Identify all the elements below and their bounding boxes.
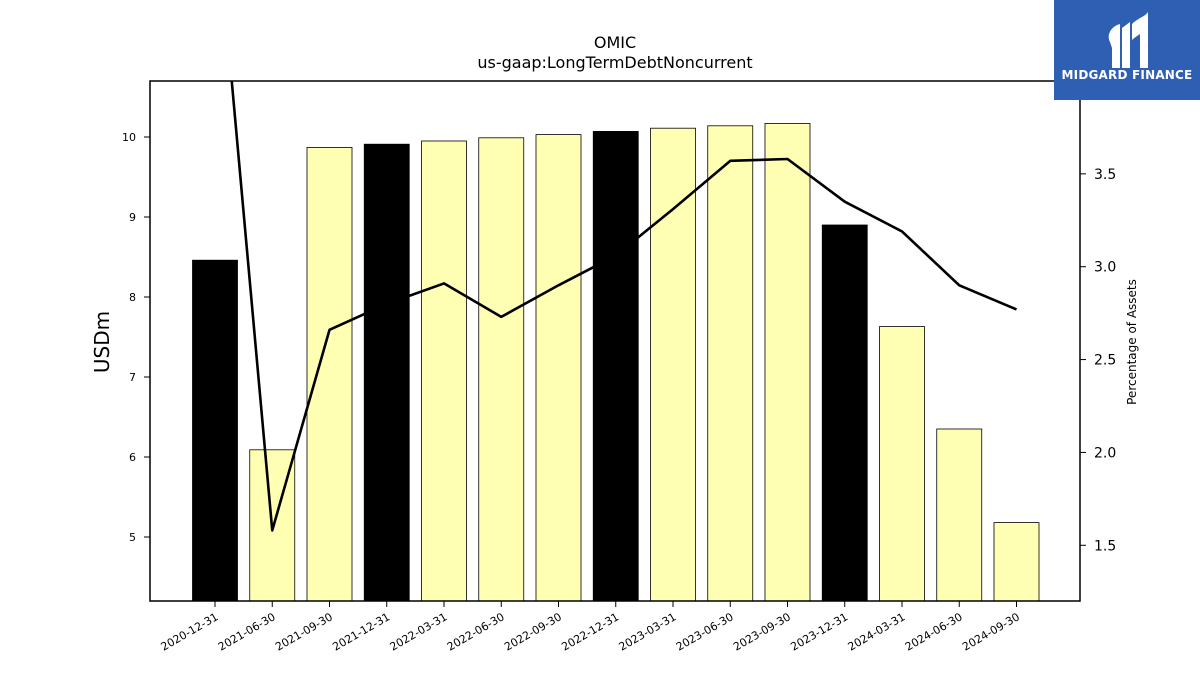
bar <box>306 146 353 602</box>
bar <box>192 259 238 602</box>
plot-frame <box>149 80 1081 602</box>
y2-tick-label: 2.0 <box>1094 445 1116 461</box>
y2-axis-label: Percentage of Assets <box>1125 279 1139 405</box>
x-tick-label: 2021-12-31 <box>330 610 392 653</box>
series-line <box>230 81 1018 532</box>
bar <box>993 522 1040 602</box>
brand-name: MIDGARD FINANCE <box>1061 68 1193 82</box>
bar <box>478 137 525 602</box>
y2-tick-label: 3.5 <box>1094 167 1116 183</box>
x-tick-label: 2021-06-30 <box>216 610 278 653</box>
x-tick-label: 2021-09-30 <box>273 610 335 653</box>
bar <box>535 134 582 602</box>
bar <box>936 428 983 602</box>
x-tick-label: 2024-03-31 <box>846 610 908 653</box>
bar <box>363 143 410 602</box>
x-tick-label: 2022-03-31 <box>388 610 450 653</box>
bar <box>879 326 925 602</box>
midgard-logo-icon <box>1108 12 1148 68</box>
y-tick-label: 7 <box>129 371 136 384</box>
y-tick-label: 10 <box>122 131 136 144</box>
bar <box>821 224 868 602</box>
y-tick-label: 8 <box>129 291 136 304</box>
x-tick-label: 2020-12-31 <box>159 610 221 653</box>
chart-subtitle: us-gaap:LongTermDebtNoncurrent <box>477 53 752 72</box>
bar <box>707 125 754 602</box>
x-tick-label: 2023-03-31 <box>617 610 679 653</box>
y2-tick-label: 1.5 <box>1094 538 1116 554</box>
y-tick-label: 5 <box>129 531 136 544</box>
y-axis-left: 5 6 7 8 9 10 <box>122 131 150 544</box>
y-axis-right: 1.5 2.0 2.5 3.0 3.5 <box>1080 167 1116 554</box>
bars-group <box>192 123 1040 602</box>
y2-tick-label: 2.5 <box>1094 353 1116 369</box>
y-axis-label: USDm <box>90 311 114 373</box>
x-tick-label: 2022-06-30 <box>445 610 507 653</box>
x-tick-label: 2023-12-31 <box>788 610 850 653</box>
bar <box>764 123 811 602</box>
x-tick-label: 2023-06-30 <box>674 610 736 653</box>
y-tick-label: 9 <box>129 211 136 224</box>
x-axis: 2020-12-312021-06-302021-09-302021-12-31… <box>159 601 1022 654</box>
x-tick-label: 2024-09-30 <box>960 610 1022 653</box>
y-tick-label: 6 <box>129 451 136 464</box>
x-tick-label: 2022-12-31 <box>559 610 621 653</box>
line-group <box>230 81 1018 532</box>
chart-title: OMIC <box>594 33 636 52</box>
y2-tick-label: 3.0 <box>1094 260 1116 276</box>
x-tick-label: 2022-09-30 <box>502 610 564 653</box>
bar <box>650 127 696 602</box>
bar <box>421 140 467 602</box>
brand-logo: MIDGARD FINANCE <box>1054 0 1200 100</box>
x-tick-label: 2023-09-30 <box>731 610 793 653</box>
x-tick-label: 2024-06-30 <box>903 610 965 653</box>
bar <box>592 130 639 602</box>
